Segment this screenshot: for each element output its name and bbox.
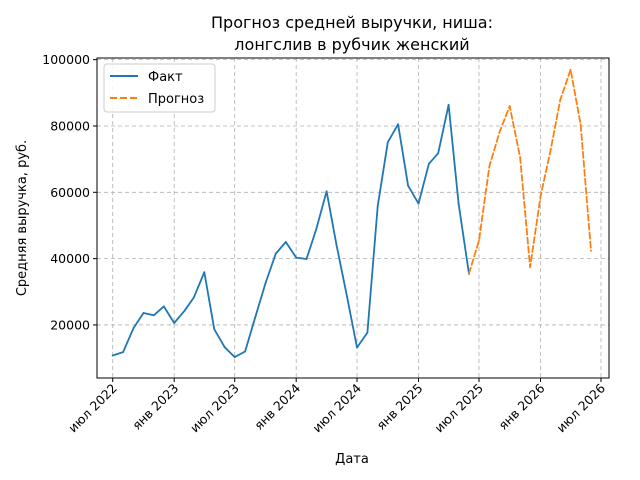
data-point-fact bbox=[315, 228, 318, 231]
data-point-fact bbox=[111, 354, 114, 357]
x-axis-label: Дата bbox=[335, 452, 369, 467]
data-point-fact bbox=[397, 123, 399, 126]
chart-title-line-1: Прогноз средней выручки, ниша: bbox=[211, 13, 493, 32]
data-point-forecast bbox=[549, 148, 552, 151]
y-tick-label: 20000 bbox=[50, 317, 90, 332]
series-line-fact bbox=[111, 103, 470, 359]
data-point-fact bbox=[203, 271, 206, 274]
legend-label-forecast: Прогноз bbox=[148, 92, 204, 107]
data-point-fact bbox=[254, 315, 257, 318]
data-point-fact bbox=[325, 190, 328, 193]
data-point-fact bbox=[295, 256, 298, 259]
data-point-fact bbox=[457, 202, 460, 205]
data-point-fact bbox=[233, 356, 236, 358]
data-point-forecast bbox=[508, 105, 511, 107]
data-point-fact bbox=[346, 295, 348, 298]
data-point-fact bbox=[386, 141, 389, 144]
data-point-forecast bbox=[529, 266, 531, 269]
data-point-fact bbox=[244, 350, 247, 353]
data-point-fact bbox=[173, 322, 176, 324]
data-point-forecast bbox=[478, 239, 480, 242]
legend: Факт Прогноз bbox=[103, 63, 216, 113]
data-point-forecast bbox=[579, 123, 582, 126]
y-axis: 20000 40000 60000 80000 100000 bbox=[42, 52, 97, 332]
data-point-fact bbox=[284, 241, 287, 243]
data-point-fact bbox=[417, 202, 420, 205]
legend-label-fact: Факт bbox=[148, 70, 183, 85]
data-point-forecast bbox=[569, 68, 572, 71]
plot-area-frame bbox=[96, 57, 610, 379]
y-axis-label: Средняя выручка, руб. bbox=[15, 140, 30, 296]
data-point-fact bbox=[122, 351, 124, 353]
y-tick-label: 100000 bbox=[42, 52, 90, 67]
data-point-fact bbox=[264, 282, 267, 285]
data-point-fact bbox=[274, 252, 277, 255]
grid bbox=[97, 58, 609, 378]
data-point-forecast bbox=[468, 272, 470, 275]
data-point-forecast bbox=[539, 195, 542, 198]
y-tick-label: 80000 bbox=[50, 118, 90, 133]
data-point-forecast bbox=[559, 99, 562, 101]
series-lines bbox=[111, 68, 592, 359]
data-point-fact bbox=[132, 327, 135, 330]
data-point-fact bbox=[335, 244, 338, 247]
data-point-fact bbox=[213, 328, 216, 331]
chart-title-line-2: лонгслив в рубчик женский bbox=[234, 35, 469, 54]
data-point-forecast bbox=[488, 165, 491, 168]
data-point-fact bbox=[142, 312, 145, 314]
data-point-fact bbox=[223, 346, 226, 349]
data-point-forecast bbox=[519, 156, 521, 159]
data-point-fact bbox=[366, 331, 369, 334]
data-point-fact bbox=[376, 205, 379, 208]
data-point-forecast bbox=[498, 130, 501, 133]
data-point-forecast bbox=[590, 249, 592, 252]
data-point-fact bbox=[152, 314, 155, 317]
data-point-fact bbox=[183, 309, 186, 312]
data-point-fact bbox=[193, 296, 195, 299]
data-point-fact bbox=[407, 184, 409, 187]
data-point-fact bbox=[305, 258, 308, 260]
data-point-fact bbox=[356, 346, 358, 349]
data-point-fact bbox=[162, 305, 165, 308]
data-point-fact bbox=[447, 103, 450, 106]
data-point-fact bbox=[437, 152, 440, 155]
data-point-fact bbox=[428, 162, 430, 165]
y-tick-label: 40000 bbox=[50, 251, 90, 266]
y-tick-label: 60000 bbox=[50, 185, 90, 200]
